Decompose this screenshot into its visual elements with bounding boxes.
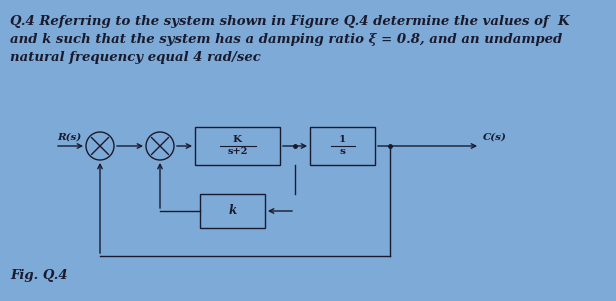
Text: s: s	[339, 147, 346, 156]
Text: Fig. Q.4: Fig. Q.4	[10, 269, 68, 282]
Text: natural frequency equal 4 rad/sec: natural frequency equal 4 rad/sec	[10, 51, 261, 64]
Text: K: K	[233, 135, 242, 144]
Bar	[195, 127, 280, 165]
Text: Q.4 Referring to the system shown in Figure Q.4 determine the values of  K: Q.4 Referring to the system shown in Fig…	[10, 15, 570, 28]
Bar	[310, 127, 375, 165]
Text: R(s): R(s)	[57, 133, 81, 142]
Text: 1: 1	[339, 135, 346, 144]
Text: C(s): C(s)	[483, 133, 507, 142]
Text: and k such that the system has a damping ratio ξ = 0.8, and an undamped: and k such that the system has a damping…	[10, 33, 562, 46]
Text: s+2: s+2	[227, 147, 248, 156]
Bar	[200, 194, 265, 228]
Text: k: k	[229, 204, 237, 218]
